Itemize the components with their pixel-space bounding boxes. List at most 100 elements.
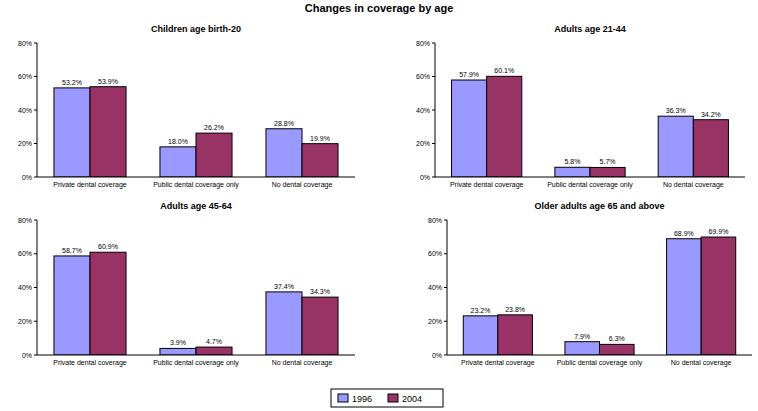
y-tick-label: 0% bbox=[432, 352, 442, 359]
y-tick-label: 40% bbox=[428, 284, 442, 291]
data-label: 6.3% bbox=[609, 335, 625, 342]
bar bbox=[565, 342, 600, 355]
data-label: 5.7% bbox=[600, 158, 616, 165]
bars bbox=[463, 237, 735, 355]
bar bbox=[266, 292, 302, 355]
y-tick-label: 20% bbox=[18, 318, 32, 325]
bar bbox=[90, 252, 126, 355]
data-label: 7.9% bbox=[574, 333, 590, 340]
y-tick-label: 80% bbox=[428, 217, 442, 224]
panel: Adults age 45-64 0% 20% 40% 60% 80% Private de… bbox=[18, 201, 355, 367]
panel: Children age birth-200%20%40%60%80%Priva… bbox=[18, 24, 355, 189]
x-tick-label: No dental coverage bbox=[671, 359, 732, 367]
bar bbox=[196, 347, 232, 355]
legend-swatch bbox=[338, 394, 348, 402]
data-label: 60.1% bbox=[494, 67, 514, 74]
data-label: 3.9% bbox=[170, 339, 186, 346]
data-label: 26.2% bbox=[204, 124, 224, 131]
bar bbox=[54, 88, 90, 177]
panel-title: Adults age 45-64 bbox=[160, 201, 232, 211]
data-label: 68.9% bbox=[674, 230, 694, 237]
y-tick-label: 20% bbox=[18, 140, 32, 147]
bar bbox=[555, 167, 590, 177]
y-tick-label: 0% bbox=[420, 174, 430, 181]
y-tick-label: 40% bbox=[18, 284, 32, 291]
x-tick-label: Public dental coverage only bbox=[547, 181, 633, 189]
data-label: 69.9% bbox=[709, 228, 729, 235]
bar bbox=[160, 348, 196, 355]
figure: Changes in coverage by age Children age b… bbox=[0, 0, 758, 411]
data-label: 23.2% bbox=[471, 307, 491, 314]
y-axis bbox=[435, 43, 436, 177]
x-tick-label: Public dental coverage only bbox=[153, 181, 239, 189]
y-tick-label: 20% bbox=[416, 140, 430, 147]
bar bbox=[302, 297, 338, 355]
panel-title: Older adults age 65 and above bbox=[534, 201, 664, 211]
x-axis bbox=[435, 177, 745, 178]
bar bbox=[658, 116, 693, 177]
bars bbox=[452, 76, 729, 177]
bar bbox=[266, 129, 302, 177]
y-axis bbox=[37, 220, 38, 355]
bars bbox=[54, 252, 338, 355]
data-label: 23.8% bbox=[505, 306, 525, 313]
y-axis bbox=[447, 220, 448, 355]
y-tick-label: 60% bbox=[416, 73, 430, 80]
panel-title: Adults age 21-44 bbox=[554, 24, 626, 34]
data-label: 5.8% bbox=[564, 158, 580, 165]
data-label: 18.0% bbox=[168, 138, 188, 145]
y-tick-label: 40% bbox=[416, 107, 430, 114]
background bbox=[0, 0, 758, 411]
bar bbox=[590, 167, 625, 177]
data-label: 36.3% bbox=[666, 107, 686, 114]
panel: Older adults age 65 and above 0% 20% 40% 60%… bbox=[428, 201, 752, 367]
y-tick-label: 40% bbox=[18, 107, 32, 114]
data-label: 53.9% bbox=[98, 78, 118, 85]
panel-title: Children age birth-20 bbox=[151, 24, 241, 34]
y-tick-label: 0% bbox=[22, 352, 32, 359]
bar bbox=[498, 315, 533, 355]
data-label: 53.2% bbox=[62, 79, 82, 86]
bar bbox=[693, 120, 728, 177]
x-tick-label: Public dental coverage only bbox=[153, 359, 239, 367]
legend-label: 1996 bbox=[352, 394, 372, 404]
data-label: 4.7% bbox=[206, 338, 222, 345]
x-tick-label: No dental coverage bbox=[272, 181, 333, 189]
bar bbox=[54, 256, 90, 355]
bar bbox=[600, 344, 635, 355]
bar bbox=[196, 133, 232, 177]
bar bbox=[302, 144, 338, 177]
y-tick-label: 0% bbox=[22, 174, 32, 181]
y-tick-label: 60% bbox=[428, 250, 442, 257]
data-label: 19.9% bbox=[310, 135, 330, 142]
bar bbox=[487, 76, 522, 177]
legend: 1996 2004 bbox=[331, 389, 443, 407]
x-axis bbox=[447, 355, 752, 356]
x-tick-label: Private dental coverage bbox=[461, 359, 535, 367]
x-tick-label: No dental coverage bbox=[272, 359, 333, 367]
y-tick-label: 60% bbox=[18, 73, 32, 80]
bar bbox=[701, 237, 736, 355]
data-label: 57.9% bbox=[459, 71, 479, 78]
y-tick-label: 60% bbox=[18, 250, 32, 257]
y-tick-label: 80% bbox=[18, 217, 32, 224]
x-axis bbox=[37, 355, 355, 356]
data-label: 60.9% bbox=[98, 243, 118, 250]
x-tick-label: Public dental coverage only bbox=[557, 359, 643, 367]
legend-swatch bbox=[388, 394, 398, 402]
y-tick-label: 80% bbox=[416, 40, 430, 47]
x-tick-label: Private dental coverage bbox=[450, 181, 524, 189]
data-label: 28.8% bbox=[274, 120, 294, 127]
legend-label: 2004 bbox=[402, 394, 422, 404]
figure-title: Changes in coverage by age bbox=[305, 2, 454, 14]
y-axis bbox=[37, 43, 38, 177]
bar bbox=[463, 316, 498, 355]
y-tick-label: 20% bbox=[428, 318, 442, 325]
x-tick-label: Private dental coverage bbox=[53, 181, 127, 189]
data-label: 58.7% bbox=[62, 247, 82, 254]
x-axis bbox=[37, 177, 355, 178]
x-tick-label: No dental coverage bbox=[663, 181, 724, 189]
bars bbox=[54, 87, 338, 177]
panel: Adults age 21-44 0% 20% 40% 60% 80% Private de… bbox=[416, 24, 745, 189]
x-tick-label: Private dental coverage bbox=[53, 359, 127, 367]
